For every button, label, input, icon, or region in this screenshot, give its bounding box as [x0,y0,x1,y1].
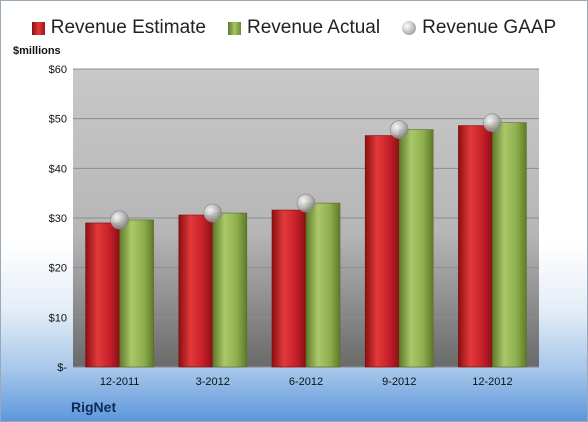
bar-revenue-actual [119,219,154,368]
marker-revenue-gaap [110,210,129,230]
company-name: RigNet [71,399,117,415]
y-tick-label: $- [57,362,67,374]
legend-item-actual: Revenue Actual [228,17,380,39]
bar-revenue-estimate [271,209,307,368]
x-axis-ticks: 12-2011 3-2012 6-2012 9-2012 12-2012 [100,376,513,388]
legend-label-actual: Revenue Actual [247,17,381,38]
x-tick-label: 6-2012 [289,376,323,388]
legend-item-estimate: Revenue Estimate [31,17,206,39]
bar-revenue-actual [398,129,434,368]
bar-revenue-estimate [85,222,120,368]
legend-swatch-estimate [31,21,45,35]
bar-revenue-estimate [458,125,493,368]
bar-revenue-estimate [178,214,214,368]
y-tick-label: $40 [49,163,67,175]
bar-revenue-actual [492,122,527,368]
y-axis-ticks: $- $10 $20 $30 $40 $50 $60 [49,64,68,374]
bar-revenue-actual [212,212,248,368]
y-tick-label: $50 [49,114,67,126]
x-tick-label: 3-2012 [196,376,230,388]
x-tick-label: 12-2012 [472,376,512,388]
marker-revenue-gaap [389,120,409,139]
y-tick-label: $10 [49,312,67,324]
y-axis-unit-label: $millions [13,45,61,57]
legend-swatch-gaap [402,21,417,35]
marker-revenue-gaap [296,193,316,213]
y-tick-label: $20 [49,263,67,275]
marker-revenue-gaap [203,203,223,223]
bar-revenue-actual [305,202,341,368]
y-tick-label: $30 [49,213,67,225]
legend-label-estimate: Revenue Estimate [50,17,206,38]
x-tick-label: 9-2012 [382,376,416,388]
legend-label-gaap: Revenue GAAP [422,17,557,38]
legend-swatch-actual [228,21,241,35]
y-tick-label: $60 [49,64,67,76]
marker-revenue-gaap [483,113,502,132]
bars [85,122,527,368]
legend-item-gaap: Revenue GAAP [402,17,556,39]
x-tick-label: 12-2011 [100,376,140,388]
gaap-markers [110,113,502,230]
legend: Revenue Estimate Revenue Actual Revenue … [1,17,587,39]
bar-revenue-estimate [364,135,400,368]
